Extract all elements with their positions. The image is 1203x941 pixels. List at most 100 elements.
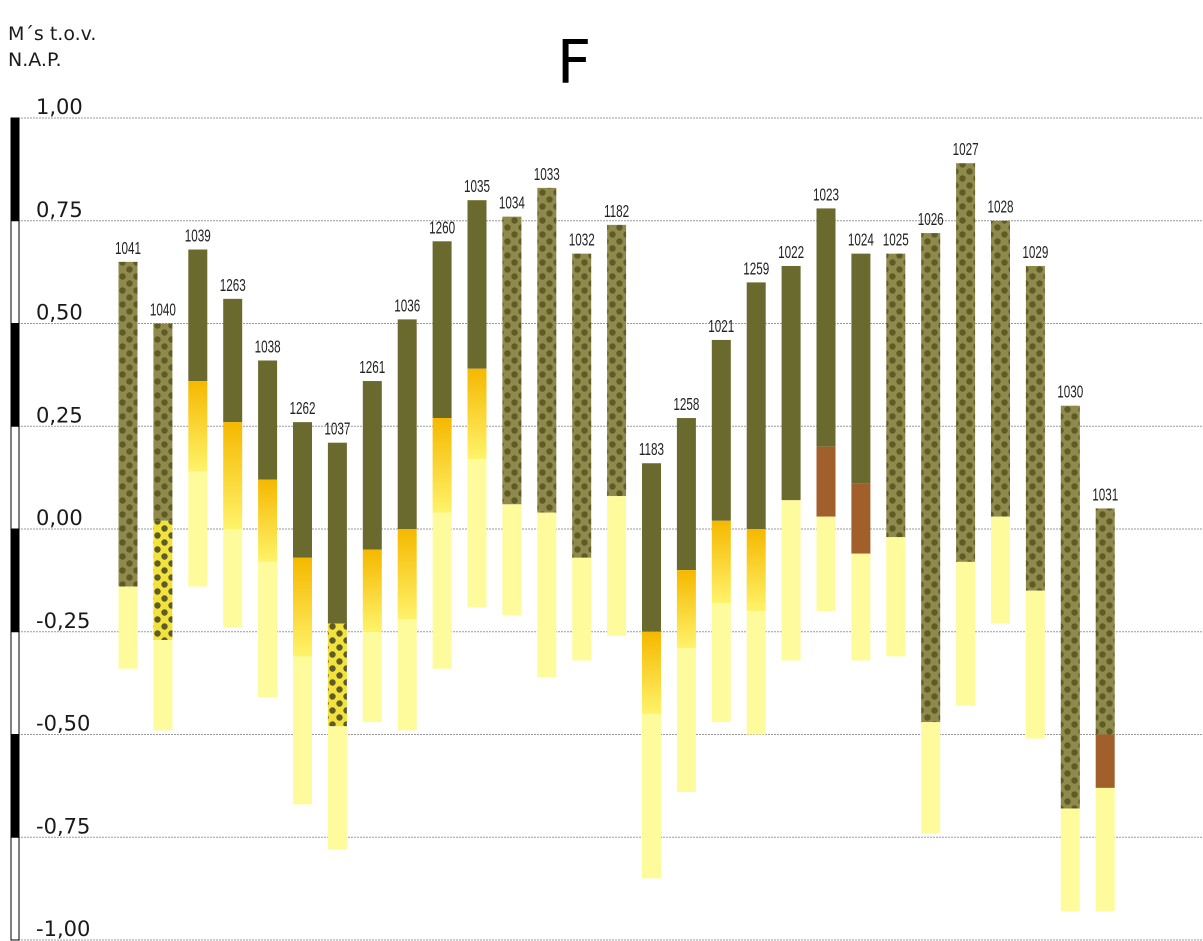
bar-segment-dark xyxy=(851,253,871,484)
bar-1040: 1040 xyxy=(150,301,176,731)
bar-segment-light xyxy=(816,516,836,612)
bar-1182: 1182 xyxy=(604,203,629,636)
bar-segment-light xyxy=(746,611,766,735)
bar-label: 1260 xyxy=(429,219,455,238)
bar-segment-light xyxy=(432,512,452,669)
y-unit-label-line-2: N.A.P. xyxy=(8,49,62,71)
bar-segment-dark xyxy=(467,200,487,369)
bar-segment-dark xyxy=(188,249,208,382)
bar-segment-dotted xyxy=(537,187,557,513)
bar-segment-light xyxy=(397,619,417,731)
bar-segment-light xyxy=(502,504,522,616)
bar-segment-light xyxy=(921,722,941,834)
bar-label: 1030 xyxy=(1057,384,1083,403)
bar-segment-light xyxy=(467,459,487,608)
y-tick-label: -0,75 xyxy=(36,814,90,838)
bar-segment-gradient xyxy=(397,529,417,620)
bar-1039: 1039 xyxy=(185,227,211,587)
bar-segment-light xyxy=(991,516,1010,624)
bar-segment-gradient xyxy=(293,557,312,657)
bar-label: 1037 xyxy=(324,421,350,440)
bar-1263: 1263 xyxy=(220,277,246,628)
y-tick-label: 0,25 xyxy=(36,403,83,427)
y-tick-label: -0,25 xyxy=(36,609,90,633)
bar-segment-dotted xyxy=(153,323,173,521)
bar-1258: 1258 xyxy=(673,396,699,793)
bar-segment-dark xyxy=(327,442,347,624)
bar-label: 1036 xyxy=(394,297,420,316)
bar-1031: 1031 xyxy=(1092,486,1118,912)
bar-segment-gradient xyxy=(258,479,278,562)
bar-1034: 1034 xyxy=(499,195,525,616)
bar-segment-gradient xyxy=(362,549,382,632)
bar-segment-light xyxy=(572,557,592,661)
bar-segment-light xyxy=(676,648,696,793)
bar-segment-light xyxy=(293,656,312,805)
y-tick-label: 0,75 xyxy=(36,198,83,222)
bar-label: 1182 xyxy=(604,203,629,222)
bar-segment-light xyxy=(642,713,661,879)
bar-segment-dotted xyxy=(1095,508,1115,735)
bar-segment-light xyxy=(537,512,557,677)
bar-1038: 1038 xyxy=(255,338,281,698)
bar-segment-dark xyxy=(397,319,417,529)
bar-segment-dark xyxy=(781,265,801,501)
bar-segment-dark xyxy=(816,208,836,447)
bar-segment-yellow_dotted xyxy=(153,520,173,640)
bar-1261: 1261 xyxy=(359,359,385,723)
bar-segment-dotted xyxy=(502,216,522,505)
bar-segment-light xyxy=(711,602,731,723)
bar-1259: 1259 xyxy=(743,260,769,735)
bar-1041: 1041 xyxy=(115,240,141,669)
bar-label: 1028 xyxy=(988,199,1014,218)
bar-label: 1022 xyxy=(778,244,804,263)
bar-segment-dotted xyxy=(886,253,906,538)
bar-segment-gradient xyxy=(467,368,487,460)
bar-segment-light xyxy=(781,500,801,661)
bar-label: 1038 xyxy=(255,338,281,357)
bar-segment-gradient xyxy=(188,381,208,472)
bar-segment-light xyxy=(188,471,208,587)
y-unit-label-line-1: M´s t.o.v. xyxy=(8,23,96,45)
bar-1262: 1262 xyxy=(290,400,316,805)
bar-1037: 1037 xyxy=(324,421,350,850)
y-scale-segment xyxy=(10,836,20,941)
bar-label: 1025 xyxy=(883,232,909,251)
bar-segment-dotted xyxy=(1060,405,1080,809)
bar-label: 1039 xyxy=(185,227,211,246)
bar-segment-yellow_dotted xyxy=(327,623,347,727)
bar-label: 1183 xyxy=(639,441,664,460)
bar-segment-dark xyxy=(432,241,452,419)
bar-label: 1041 xyxy=(115,240,141,259)
bar-segment-dotted xyxy=(118,261,138,587)
bar-label: 1258 xyxy=(673,396,699,415)
bar-1035: 1035 xyxy=(464,178,490,608)
y-tick-label: -1,00 xyxy=(36,917,90,941)
y-axis-scale-bar xyxy=(10,117,20,941)
bar-1021: 1021 xyxy=(708,318,734,723)
bar-segment-gradient xyxy=(711,520,731,603)
y-scale-segment xyxy=(10,631,20,735)
bar-segment-dark xyxy=(711,339,731,521)
bars: 1041 1040 1039 1263 1038 1262 1037 1261 1036 1260… xyxy=(115,141,1118,912)
bar-segment-dark xyxy=(676,418,696,571)
bar-label: 1262 xyxy=(290,400,316,419)
bar-segment-gradient xyxy=(642,631,661,714)
bar-label: 1034 xyxy=(499,195,525,214)
y-tick-label: 0,00 xyxy=(36,506,83,530)
bar-label: 1040 xyxy=(150,301,176,320)
bar-label: 1021 xyxy=(708,318,734,337)
chart-title: F xyxy=(557,28,592,98)
bar-segment-gradient xyxy=(223,422,243,529)
bar-segment-brown xyxy=(851,483,871,554)
bar-1029: 1029 xyxy=(1022,244,1048,739)
bar-label: 1259 xyxy=(743,260,769,279)
bar-segment-light xyxy=(223,529,243,628)
bar-segment-gradient xyxy=(746,529,766,612)
y-tick-labels: 1,00 0,75 0,50 0,25 0,00 -0,25 -0,50 -0,75 -1,00 xyxy=(36,95,90,941)
bar-segment-light xyxy=(851,553,871,661)
bar-segment-brown xyxy=(816,446,836,517)
bar-segment-gradient xyxy=(432,418,452,513)
bar-segment-gradient xyxy=(676,570,696,649)
bar-segment-dark xyxy=(746,282,766,529)
